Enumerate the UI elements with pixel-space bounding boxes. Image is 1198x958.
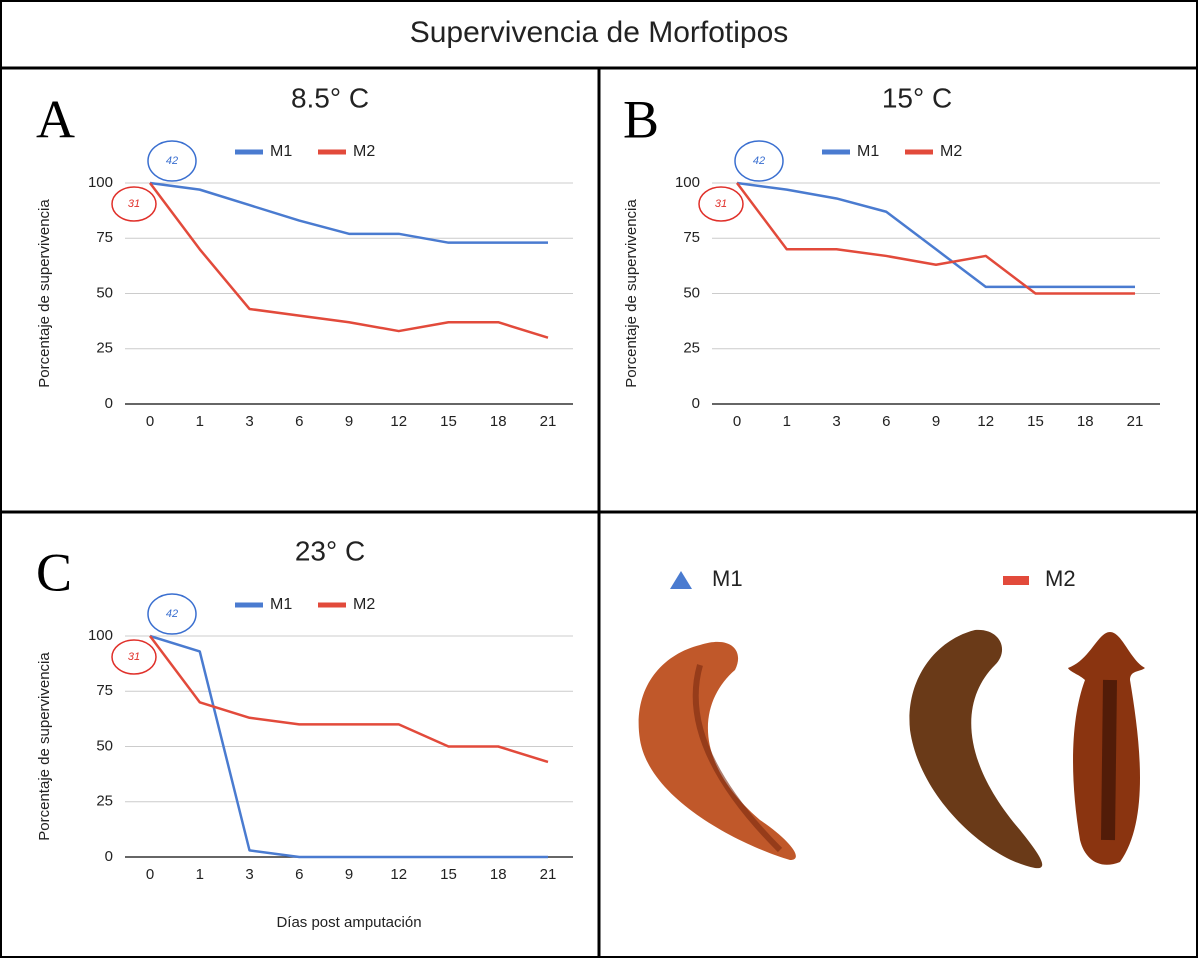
y-axis-label: Porcentaje de supervivencia: [623, 199, 640, 388]
annotation-circle: [147, 140, 197, 182]
legend-label: M1: [270, 143, 292, 160]
x-tick-label: 1: [196, 866, 204, 883]
chart-title: 23° C: [295, 535, 365, 566]
panel-letter: B: [623, 89, 659, 149]
legend-marker: [670, 571, 692, 589]
annotation-circle: [698, 186, 744, 222]
y-tick-label: 50: [96, 284, 113, 301]
x-tick-label: 21: [1127, 413, 1144, 430]
y-tick-label: 100: [675, 174, 700, 191]
legend-label: M2: [940, 143, 962, 160]
line: [149, 181, 548, 244]
x-tick-label: 0: [146, 413, 154, 430]
y-tick-label: 0: [105, 848, 113, 865]
x-tick-label: 15: [440, 413, 457, 430]
y-tick-label: 0: [692, 395, 700, 412]
legend-label: M1: [712, 566, 743, 591]
x-tick-label: 3: [245, 866, 253, 883]
figure-title: Supervivencia de Morfotipos: [410, 16, 789, 49]
annotation: 42: [166, 155, 178, 167]
y-tick-label: 75: [96, 229, 113, 246]
x-tick-label: 21: [540, 413, 557, 430]
annotation: 42: [166, 608, 178, 620]
y-tick-label: 50: [96, 737, 113, 754]
x-tick-label: 15: [440, 866, 457, 883]
x-tick-label: 3: [245, 413, 253, 430]
y-tick-label: 25: [683, 340, 700, 357]
annotation: 31: [128, 198, 140, 210]
x-tick-label: 6: [295, 413, 303, 430]
x-tick-label: 12: [390, 866, 407, 883]
x-tick-label: 9: [345, 413, 353, 430]
legend-label: M1: [270, 596, 292, 613]
x-tick-label: 18: [1077, 413, 1094, 430]
y-tick-label: 100: [88, 627, 113, 644]
x-tick-label: 18: [490, 866, 507, 883]
line: [736, 181, 1135, 289]
x-tick-label: 6: [882, 413, 890, 430]
x-axis-label: Días post amputación: [276, 914, 421, 931]
y-tick-label: 25: [96, 793, 113, 810]
y-tick-label: 0: [105, 395, 113, 412]
annotation-circle: [734, 140, 784, 182]
x-tick-label: 12: [977, 413, 994, 430]
annotation: 31: [715, 198, 727, 210]
y-tick-label: 75: [683, 229, 700, 246]
x-tick-label: 6: [295, 866, 303, 883]
legend-label: M2: [353, 596, 375, 613]
x-tick-label: 18: [490, 413, 507, 430]
y-tick-label: 75: [96, 682, 113, 699]
worm-images: [638, 629, 1145, 869]
annotation-circle: [147, 593, 197, 635]
legend-label: M2: [1045, 566, 1076, 591]
annotation: 42: [753, 155, 765, 167]
y-tick-label: 50: [683, 284, 700, 301]
x-tick-label: 9: [345, 866, 353, 883]
annotation-circle: [111, 186, 157, 222]
x-tick-label: 0: [733, 413, 741, 430]
line: [149, 635, 549, 764]
panel-letter: C: [36, 542, 72, 602]
line: [149, 634, 548, 859]
x-tick-label: 3: [832, 413, 840, 430]
x-tick-label: 0: [146, 866, 154, 883]
x-tick-label: 12: [390, 413, 407, 430]
annotation: 31: [128, 651, 140, 663]
x-tick-label: 1: [196, 413, 204, 430]
legend-label: M2: [353, 143, 375, 160]
annotation-circle: [111, 639, 157, 675]
x-tick-label: 21: [540, 866, 557, 883]
legend-label: M1: [857, 143, 879, 160]
panel-letter: A: [36, 89, 75, 149]
y-axis-label: Porcentaje de supervivencia: [36, 652, 53, 841]
x-tick-label: 15: [1027, 413, 1044, 430]
chart-title: 15° C: [882, 82, 952, 113]
legend-marker: [1003, 576, 1029, 585]
line: [736, 182, 1135, 295]
line: [149, 182, 549, 339]
x-tick-label: 1: [783, 413, 791, 430]
chart-title: 8.5° C: [291, 82, 369, 113]
x-tick-label: 9: [932, 413, 940, 430]
y-tick-label: 25: [96, 340, 113, 357]
y-axis-label: Porcentaje de supervivencia: [36, 199, 53, 388]
y-tick-label: 100: [88, 174, 113, 191]
